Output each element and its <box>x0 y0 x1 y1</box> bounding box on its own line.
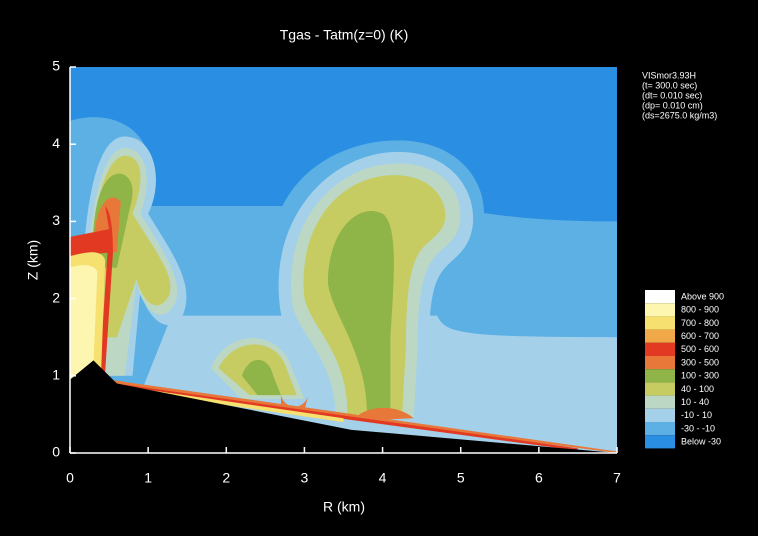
y-tick-label: 1 <box>52 367 60 383</box>
legend-swatch <box>645 356 675 370</box>
x-tick-label: 7 <box>613 470 621 486</box>
annotation-line: (t= 300.0 sec) <box>642 80 697 90</box>
chart-title: Tgas - Tatm(z=0) (K) <box>280 27 409 43</box>
contour-region <box>70 265 98 380</box>
annotation: VISmor3.93H(t= 300.0 sec)(dt= 0.010 sec)… <box>642 70 717 120</box>
legend-swatch <box>645 369 675 383</box>
x-tick-label: 3 <box>301 470 309 486</box>
y-axis-label: Z (km) <box>25 240 41 280</box>
x-tick-label: 2 <box>222 470 230 486</box>
legend-swatch <box>645 303 675 317</box>
contour-field <box>70 67 617 454</box>
x-tick-label: 4 <box>379 470 387 486</box>
x-axis-label: R (km) <box>323 499 365 515</box>
annotation-line: (dt= 0.010 sec) <box>642 90 702 100</box>
legend-label: Above 900 <box>681 291 724 301</box>
x-tick-label: 6 <box>535 470 543 486</box>
legend-label: 10 - 40 <box>681 397 709 407</box>
legend-label: 600 - 700 <box>681 331 719 341</box>
x-tick-label: 1 <box>144 470 152 486</box>
x-tick-label: 0 <box>66 470 74 486</box>
y-tick-label: 2 <box>52 289 60 305</box>
contour-region <box>92 173 394 415</box>
legend-swatch <box>645 395 675 409</box>
legend-swatch <box>645 408 675 422</box>
legend-swatch <box>645 435 675 449</box>
terrain <box>70 360 617 453</box>
legend-label: -30 - -10 <box>681 423 715 433</box>
y-tick-label: 4 <box>52 135 60 151</box>
contour-region <box>70 252 344 423</box>
legend-label: Below -30 <box>681 437 721 447</box>
legend-swatch <box>645 316 675 330</box>
annotation-line: (ds=2675.0 kg/m3) <box>642 110 717 120</box>
legend-swatch <box>645 422 675 436</box>
legend-label: 800 - 900 <box>681 305 719 315</box>
legend-label: 500 - 600 <box>681 344 719 354</box>
y-tick-label: 3 <box>52 212 60 228</box>
legend-swatch <box>645 329 675 343</box>
annotation-line: (dp= 0.010 cm) <box>642 100 703 110</box>
x-tick-label: 5 <box>457 470 465 486</box>
annotation-line: VISmor3.93H <box>642 70 696 80</box>
axes: 0 1 2 3 4 5 6 7 0 1 2 3 4 5 <box>52 58 621 486</box>
legend-label: 100 - 300 <box>681 371 719 381</box>
legend-swatch <box>645 290 675 304</box>
legend: Above 900 800 - 900 700 - 800 600 - 700 500 … <box>645 290 724 449</box>
y-tick-label: 0 <box>52 444 60 460</box>
legend-swatch <box>645 342 675 356</box>
legend-label: 40 - 100 <box>681 384 714 394</box>
legend-label: 700 - 800 <box>681 318 719 328</box>
legend-label: 300 - 500 <box>681 357 719 367</box>
legend-swatch <box>645 382 675 396</box>
y-tick-label: 5 <box>52 58 60 74</box>
legend-label: -10 - 10 <box>681 410 712 420</box>
